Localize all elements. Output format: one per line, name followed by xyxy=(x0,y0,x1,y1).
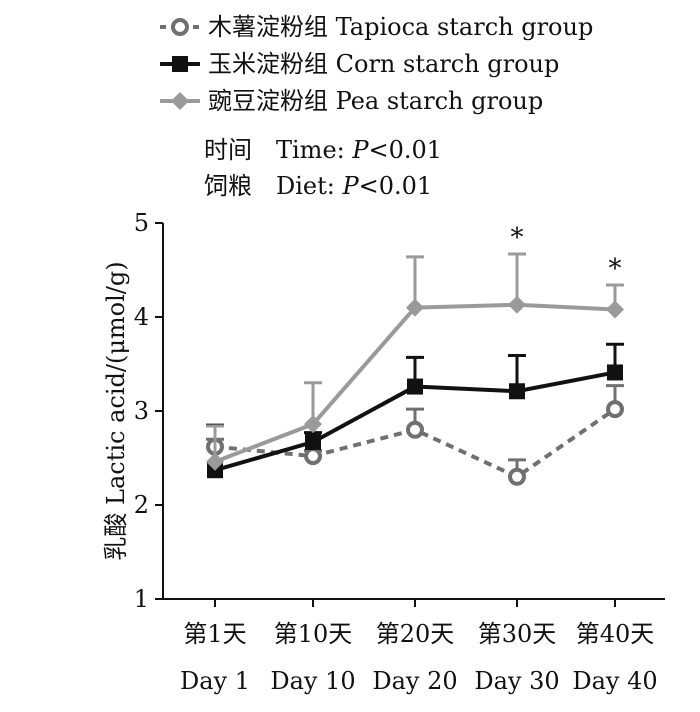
y-tick-label: 3 xyxy=(134,397,149,425)
y-tick-label: 5 xyxy=(134,209,149,237)
stat-time-text: Time: P<0.01 xyxy=(276,136,442,164)
data-point xyxy=(508,295,526,314)
x-tick-label-cn: 第30天 xyxy=(478,620,557,648)
legend-label-pea: 豌豆淀粉组 Pea starch group xyxy=(208,87,543,115)
series-corn xyxy=(206,342,624,479)
x-tick-label-cn: 第1天 xyxy=(183,620,246,648)
legend-label-corn: 玉米淀粉组 Corn starch group xyxy=(208,50,559,78)
data-point xyxy=(508,467,526,486)
x-tick-label-cn: 第20天 xyxy=(376,620,455,648)
x-tick-label: Day 20 xyxy=(372,667,457,695)
data-point xyxy=(606,400,624,419)
square-marker-icon xyxy=(172,56,188,72)
data-point xyxy=(406,298,424,317)
stats-annotation: 时间 Time: P<0.01 饲粮 Diet: P<0.01 xyxy=(204,136,442,200)
significance-marker: * xyxy=(511,223,524,253)
data-point xyxy=(407,378,423,395)
axes: 1 2 3 4 5 第1天 Day 1 第10天 Day 10 第20天 Day 20 第30天 Day… xyxy=(134,209,665,695)
legend-item-corn: 玉米淀粉组 Corn starch group xyxy=(160,50,559,78)
stat-diet-cn: 饲粮 xyxy=(204,172,252,200)
legend-item-pea: 豌豆淀粉组 Pea starch group xyxy=(160,87,543,115)
stat-diet-text: Diet: P<0.01 xyxy=(276,172,432,200)
legend-label-tapioca: 木薯淀粉组 Tapioca starch group xyxy=(208,13,593,41)
x-tick-label: Day 1 xyxy=(180,667,250,695)
data-point xyxy=(509,383,525,400)
legend-item-tapioca: 木薯淀粉组 Tapioca starch group xyxy=(160,13,593,41)
stat-time-cn: 时间 xyxy=(204,136,252,164)
x-tick-label: Day 30 xyxy=(474,667,559,695)
x-tick-label-cn: 第10天 xyxy=(274,620,353,648)
data-point xyxy=(304,415,322,434)
data-point xyxy=(206,452,224,471)
series-tapioca xyxy=(206,384,624,486)
data-point xyxy=(607,364,623,381)
data-point xyxy=(305,434,321,451)
plot-area: ** xyxy=(206,223,624,486)
y-tick-label: 4 xyxy=(134,303,149,331)
y-axis-title: 乳酸 Lactic acid/(μmol/g) xyxy=(102,261,130,560)
data-point xyxy=(606,300,624,319)
y-tick-label: 1 xyxy=(134,585,149,613)
x-tick-label-cn: 第40天 xyxy=(576,620,655,648)
series-pea xyxy=(206,252,624,471)
data-point xyxy=(406,420,424,439)
data-point xyxy=(304,447,322,466)
open-circle-marker-icon xyxy=(171,18,189,36)
legend: 木薯淀粉组 Tapioca starch group 玉米淀粉组 Corn st… xyxy=(160,13,593,115)
x-tick-label: Day 10 xyxy=(270,667,355,695)
diamond-marker-icon xyxy=(171,92,189,110)
x-tick-label: Day 40 xyxy=(572,667,657,695)
y-tick-label: 2 xyxy=(134,491,149,519)
significance-marker: * xyxy=(609,254,622,284)
